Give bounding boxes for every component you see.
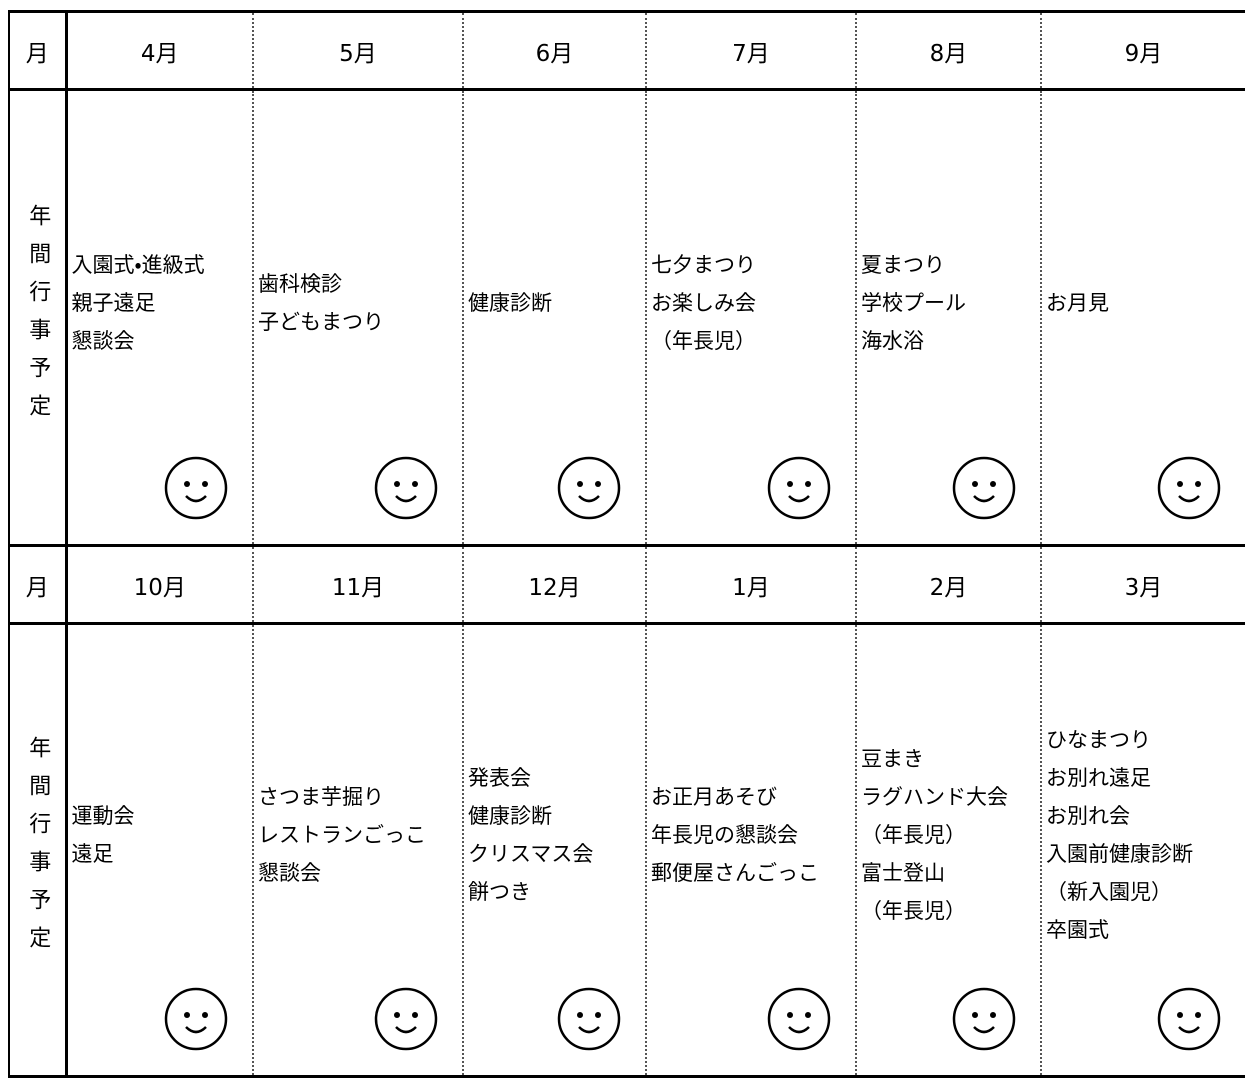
event-item: 健康診断	[468, 804, 552, 828]
events-cell: 歯科検診子どもまつり	[253, 88, 464, 547]
event-list: お月見	[1042, 284, 1245, 322]
event-item: 入園式・進級式	[71, 252, 205, 277]
events-cell: お正月あそび 年長児の懇談会 郵便屋さんごっこ	[646, 622, 857, 1078]
event-item: 海水浴	[861, 328, 924, 353]
month-header: 10月	[66, 544, 254, 625]
event-list: さつま芋掘りレストランごっこ 懇談会	[254, 778, 462, 892]
annual-schedule-table: 月 4月 5月 6月 7月 8月 9月 年間行事予定 入園式・進級式 親子遠足 懇談会 歯科検診 子ども…	[8, 10, 1245, 1078]
illustration	[1157, 456, 1221, 520]
events-row: 年間行事予定 入園式・進級式 親子遠足 懇談会 歯科検診 子どもまつり 健康診断 七夕まつりお…	[8, 88, 1245, 547]
month-header: 6月	[463, 10, 647, 91]
event-item: ラグハンド大会	[861, 785, 1008, 809]
event-list: お正月あそび 年長児の懇談会 郵便屋さんごっこ	[647, 778, 855, 892]
month-header: 3月	[1041, 544, 1245, 625]
illustration	[767, 987, 831, 1051]
event-item: レストランごっこ	[258, 823, 426, 847]
illustration	[952, 456, 1016, 520]
month-header: 5月	[253, 10, 464, 91]
month-header: 1月	[646, 544, 857, 625]
event-item: お別れ会	[1046, 804, 1130, 828]
month-label: 月	[8, 544, 68, 625]
illustration	[557, 456, 621, 520]
event-list: 夏まつり学校プール海水浴	[857, 246, 1040, 360]
event-item: 発表会	[468, 766, 531, 790]
event-item: お楽しみ会	[651, 290, 756, 315]
events-cell: 健康診断	[463, 88, 647, 547]
illustration	[374, 987, 438, 1051]
illustration	[557, 987, 621, 1051]
row-label-cell: 年間行事予定	[8, 88, 68, 547]
event-item: 餅つき	[468, 880, 531, 904]
event-item: ひなまつり	[1046, 728, 1151, 752]
event-item: 歯科検診	[258, 271, 342, 296]
event-item: お正月あそび	[651, 785, 777, 809]
events-cell: 七夕まつりお楽しみ会 （年長児）	[646, 88, 857, 547]
events-cell: お月見	[1041, 88, 1245, 547]
event-item: 子どもまつり	[258, 309, 384, 334]
event-item: （年長児）	[861, 899, 966, 923]
month-header: 9月	[1041, 10, 1245, 91]
event-item: 懇談会	[71, 328, 135, 353]
event-item: 遠足	[71, 842, 114, 866]
event-item: 懇談会	[258, 861, 321, 885]
event-list: 運動会 遠足	[68, 797, 253, 873]
event-item: 健康診断	[468, 290, 552, 315]
event-list: 七夕まつりお楽しみ会 （年長児）	[647, 246, 855, 360]
event-item: 七夕まつり	[651, 252, 756, 277]
events-cell: ひなまつりお別れ遠足お別れ会入園前健康診断 （新入園児） 卒園式	[1041, 622, 1245, 1078]
month-header: 12月	[463, 544, 647, 625]
month-header: 2月	[856, 544, 1042, 625]
event-list: 発表会健康診断クリスマス会 餅つき	[464, 759, 645, 911]
event-item: （年長児）	[651, 328, 756, 353]
event-item: 夏まつり	[861, 252, 945, 277]
event-item: 入園前健康診断	[1046, 842, 1193, 866]
event-item: （新入園児）	[1046, 880, 1172, 904]
illustration	[164, 456, 228, 520]
month-header: 7月	[646, 10, 857, 91]
event-item: 郵便屋さんごっこ	[651, 861, 819, 885]
events-cell: 入園式・進級式 親子遠足懇談会	[66, 88, 254, 547]
illustration	[164, 987, 228, 1051]
event-item: （年長児）	[861, 823, 966, 847]
event-list: 健康診断	[464, 284, 645, 322]
event-list: 入園式・進級式 親子遠足懇談会	[68, 246, 253, 360]
illustration	[374, 456, 438, 520]
event-item: お月見	[1046, 290, 1109, 315]
events-cell: 夏まつり学校プール海水浴	[856, 88, 1042, 547]
event-list: 豆まきラグハンド大会 （年長児） 富士登山 （年長児）	[857, 740, 1040, 930]
events-cell: 運動会 遠足	[66, 622, 254, 1078]
event-item: 卒園式	[1046, 918, 1109, 942]
event-list: 歯科検診子どもまつり	[254, 265, 462, 341]
header-row: 月 4月 5月 6月 7月 8月 9月	[8, 10, 1245, 91]
events-cell: さつま芋掘りレストランごっこ 懇談会	[253, 622, 464, 1078]
event-item: お別れ遠足	[1046, 766, 1151, 790]
event-list: ひなまつりお別れ遠足お別れ会入園前健康診断 （新入園児） 卒園式	[1042, 721, 1245, 949]
event-item: 親子遠足	[71, 290, 156, 315]
month-header: 11月	[253, 544, 464, 625]
header-row: 月 10月 11月 12月 1月 2月 3月	[8, 544, 1245, 625]
events-row: 年間行事予定 運動会 遠足 さつま芋掘り レストランごっこ 懇談会 発表会 健康診断 クリスマス…	[8, 622, 1245, 1078]
event-item: 年長児の懇談会	[651, 823, 798, 847]
events-cell: 発表会健康診断クリスマス会 餅つき	[463, 622, 647, 1078]
month-header: 4月	[66, 10, 254, 91]
illustration	[767, 456, 831, 520]
illustration	[1157, 987, 1221, 1051]
month-label: 月	[8, 10, 68, 91]
event-item: 豆まき	[861, 747, 924, 771]
event-item: さつま芋掘り	[258, 785, 384, 809]
event-item: 富士登山	[861, 861, 945, 885]
month-header: 8月	[856, 10, 1042, 91]
event-item: クリスマス会	[468, 842, 594, 866]
event-item: 学校プール	[861, 290, 966, 315]
illustration	[952, 987, 1016, 1051]
row-label: 年間行事予定	[25, 203, 51, 432]
row-label-cell: 年間行事予定	[8, 622, 68, 1078]
row-label: 年間行事予定	[25, 736, 51, 964]
events-cell: 豆まきラグハンド大会 （年長児） 富士登山 （年長児）	[856, 622, 1042, 1078]
event-item: 運動会	[71, 804, 135, 828]
